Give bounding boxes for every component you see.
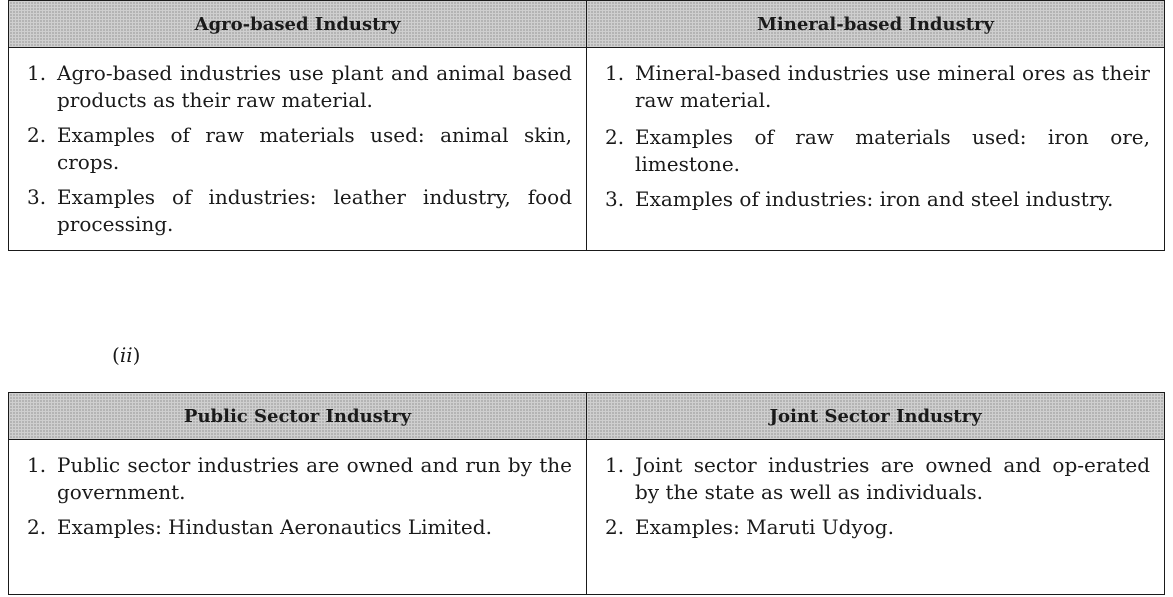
table-header-row: Agro-based Industry Mineral-based Indust… xyxy=(8,0,1165,48)
item-number: 1. xyxy=(605,61,625,85)
item-text: Examples of raw materials used: iron ore… xyxy=(635,125,1150,176)
item-text: Examples: Hindustan Aeronautics Limited. xyxy=(57,515,492,539)
public-vs-joint-table: Public Sector Industry Joint Sector Indu… xyxy=(8,392,1165,595)
list-item: 3. Examples of industries: iron and stee… xyxy=(605,186,1150,213)
list-item: 1. Public sector industries are owned an… xyxy=(27,452,572,506)
item-text: Mineral-based industries use mineral ore… xyxy=(635,61,1150,112)
list-item: 1. Joint sector industries are owned and… xyxy=(605,452,1150,506)
agro-based-cell: 1. Agro-based industries use plant and a… xyxy=(8,47,587,251)
part-label-open: ( xyxy=(112,343,120,367)
item-text: Examples: Maruti Udyog. xyxy=(635,515,894,539)
item-text: Examples of raw materials used: animal s… xyxy=(57,123,572,174)
part-label-roman: ii xyxy=(119,343,133,367)
item-number: 1. xyxy=(605,453,625,477)
list-item: 2. Examples of raw materials used: iron … xyxy=(605,124,1150,178)
item-text: Public sector industries are owned and r… xyxy=(57,453,572,504)
list-item: 2. Examples of raw materials used: anima… xyxy=(27,122,572,176)
table-row: 1. Public sector industries are owned an… xyxy=(8,439,1165,595)
public-sector-cell: 1. Public sector industries are owned an… xyxy=(8,439,587,595)
joint-sector-cell: 1. Joint sector industries are owned and… xyxy=(587,440,1165,595)
item-text: Examples of industries: iron and steel i… xyxy=(635,187,1114,211)
item-number: 1. xyxy=(27,61,47,85)
public-sector-header: Public Sector Industry xyxy=(8,392,587,440)
part-label-close: ) xyxy=(132,343,141,367)
item-number: 3. xyxy=(27,185,47,209)
item-number: 1. xyxy=(27,453,47,477)
item-number: 2. xyxy=(605,125,625,149)
table-header-row: Public Sector Industry Joint Sector Indu… xyxy=(8,392,1165,440)
list-item: 2. Examples: Maruti Udyog. xyxy=(605,514,1150,541)
mineral-based-header: Mineral-based Industry xyxy=(586,0,1165,48)
item-number: 2. xyxy=(27,515,47,539)
agro-vs-mineral-table: Agro-based Industry Mineral-based Indust… xyxy=(8,0,1165,251)
item-number: 2. xyxy=(27,123,47,147)
list-item: 2. Examples: Hindustan Aeronautics Limit… xyxy=(27,514,572,541)
table-row: 1. Agro-based industries use plant and a… xyxy=(8,47,1165,251)
item-text: Agro-based industries use plant and anim… xyxy=(57,61,572,112)
item-number: 3. xyxy=(605,187,625,211)
list-item: 1. Agro-based industries use plant and a… xyxy=(27,60,572,114)
list-item: 3. Examples of industries: leather indus… xyxy=(27,184,572,238)
agro-based-header: Agro-based Industry xyxy=(8,0,587,48)
list-item: 1. Mineral-based industries use mineral … xyxy=(605,60,1150,114)
mineral-based-cell: 1. Mineral-based industries use mineral … xyxy=(587,48,1165,251)
agro-based-points: 1. Agro-based industries use plant and a… xyxy=(27,60,572,238)
joint-sector-header: Joint Sector Industry xyxy=(586,392,1165,440)
public-sector-points: 1. Public sector industries are owned an… xyxy=(27,452,572,541)
item-number: 2. xyxy=(605,515,625,539)
part-label: (ii) xyxy=(112,343,140,367)
mineral-based-points: 1. Mineral-based industries use mineral … xyxy=(605,60,1150,213)
item-text: Joint sector industries are owned and op… xyxy=(635,453,1150,504)
joint-sector-points: 1. Joint sector industries are owned and… xyxy=(605,452,1150,541)
item-text: Examples of industries: leather industry… xyxy=(57,185,572,236)
